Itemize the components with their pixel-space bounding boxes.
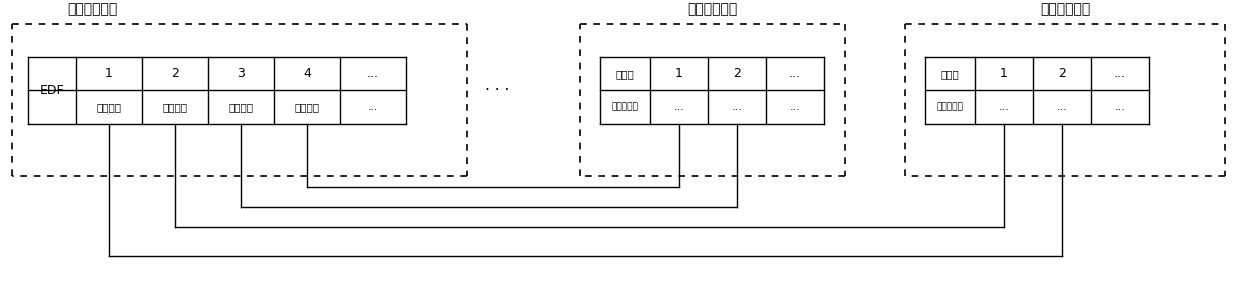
Text: ...: ... <box>1114 67 1126 80</box>
Text: 2: 2 <box>733 67 741 80</box>
Text: · · ·: · · · <box>484 83 509 98</box>
Text: 2: 2 <box>1058 67 1066 80</box>
Text: 交换机: 交换机 <box>940 69 959 79</box>
Text: EDF: EDF <box>40 84 64 97</box>
Text: 公务电话: 公务电话 <box>97 102 121 112</box>
Text: ...: ... <box>999 102 1010 112</box>
Text: 综合配线机柜: 综合配线机柜 <box>67 2 118 16</box>
Text: ...: ... <box>1057 102 1068 112</box>
Text: ...: ... <box>674 102 684 112</box>
Text: 专用电话: 专用电话 <box>162 102 187 112</box>
Text: 综合配线框: 综合配线框 <box>937 103 964 112</box>
Text: 时钟系统: 时钟系统 <box>228 102 254 112</box>
Text: ...: ... <box>368 102 378 112</box>
Text: 1: 1 <box>105 67 113 80</box>
Text: ...: ... <box>789 102 800 112</box>
Text: 综合配线框: 综合配线框 <box>612 103 638 112</box>
Text: 交换机: 交换机 <box>616 69 634 79</box>
Text: ...: ... <box>731 102 742 112</box>
Text: 2: 2 <box>171 67 178 80</box>
Text: 1: 1 <box>675 67 683 80</box>
Text: 1: 1 <box>1000 67 1009 80</box>
Text: 3: 3 <box>237 67 245 80</box>
Text: ...: ... <box>367 67 379 80</box>
Text: ...: ... <box>1115 102 1125 112</box>
Text: ...: ... <box>789 67 800 80</box>
Text: 公务电话机柜: 公务电话机柜 <box>1040 2 1090 16</box>
Text: 专用电话机柜: 专用电话机柜 <box>688 2 737 16</box>
Text: 专用无线: 专用无线 <box>295 102 320 112</box>
Text: 4: 4 <box>304 67 311 80</box>
